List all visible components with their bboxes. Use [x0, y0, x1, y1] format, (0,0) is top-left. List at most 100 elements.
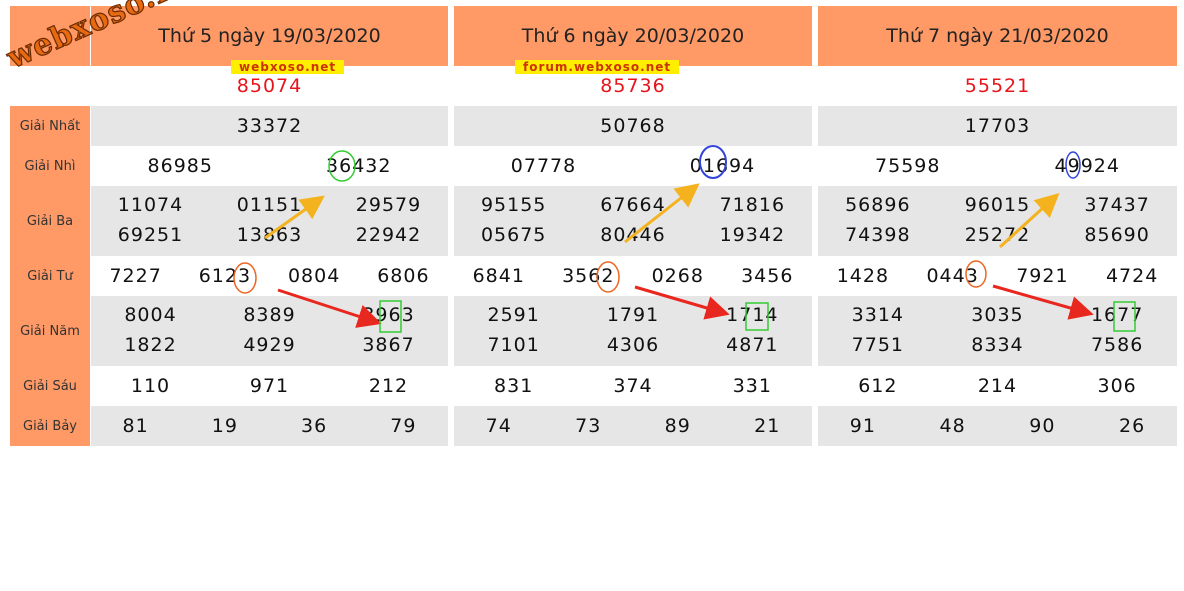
- nhi-row: 86985 36432: [91, 146, 448, 186]
- first-prize: 33372: [236, 115, 303, 137]
- label-giai-bay: Giải Bảy: [10, 406, 90, 446]
- special-row: 55521: [818, 66, 1177, 106]
- sau-row: 110 971 212: [91, 366, 448, 406]
- fourth-prize: 1428: [836, 265, 890, 287]
- seventh-prize: 21: [754, 415, 781, 437]
- second-prize: 86985: [147, 155, 213, 177]
- yellow-arrow: [264, 195, 325, 240]
- first-prize: 17703: [964, 115, 1031, 137]
- fifth-prize: 4871: [726, 334, 779, 356]
- day-column-1: Thứ 5 ngày 19/03/2020 85074 33372 86985 3…: [91, 6, 448, 446]
- sau-row: 831 374 331: [454, 366, 812, 406]
- fifth-prize: 7586: [1090, 334, 1144, 356]
- sixth-prize: 306: [1097, 375, 1137, 397]
- fourth-prize: 7921: [1016, 265, 1069, 287]
- fifth-prize: 1822: [124, 334, 177, 356]
- nhat-row: 33372: [91, 106, 448, 146]
- red-arrow: [992, 284, 1094, 320]
- highlight-circle: [596, 261, 620, 293]
- fourth-prize: 3456: [741, 265, 794, 287]
- nhi-row: 75598 49924: [818, 146, 1177, 186]
- third-prize: 96015: [964, 194, 1031, 216]
- third-prize: 22942: [355, 224, 422, 246]
- third-prize: 01151: [236, 194, 303, 216]
- third-prize: 11074: [117, 194, 184, 216]
- special-row: 85074: [91, 66, 448, 106]
- third-prize: 29579: [355, 194, 422, 216]
- red-arrow: [277, 288, 382, 328]
- label-giai-nam: Giải Năm: [10, 296, 90, 366]
- special-prize: 85736: [600, 75, 666, 97]
- seventh-prize: 48: [939, 415, 966, 437]
- nhat-row: 50768: [454, 106, 812, 146]
- bay-row: 91 48 90 26: [818, 406, 1177, 446]
- nhi-row: 07778 01694: [454, 146, 812, 186]
- fifth-prize: 2591: [487, 304, 540, 326]
- seventh-prize: 89: [664, 415, 691, 437]
- fourth-prize: 4724: [1105, 265, 1159, 287]
- third-prize: 19342: [719, 224, 786, 246]
- second-prize: 75598: [875, 155, 941, 177]
- third-prize: 67664: [600, 194, 666, 216]
- bay-row: 81 19 36 79: [91, 406, 448, 446]
- sixth-prize: 214: [977, 375, 1018, 397]
- fifth-prize: 1677: [1090, 304, 1144, 326]
- seventh-prize: 26: [1119, 415, 1146, 437]
- nam-row: 2591 1791 1714 7101 4306 4871: [454, 296, 812, 366]
- fifth-prize: 3035: [971, 304, 1024, 326]
- nhat-row: 17703: [818, 106, 1177, 146]
- highlight-circle: [233, 262, 257, 294]
- fourth-prize: 6806: [377, 265, 430, 287]
- sixth-prize: 971: [249, 375, 290, 397]
- fifth-prize: 4929: [243, 334, 296, 356]
- highlight-circle: [1065, 151, 1081, 179]
- seventh-prize: 19: [211, 415, 238, 437]
- day-column-2: Thứ 6 ngày 20/03/2020 85736 50768 07778 0…: [454, 6, 812, 446]
- fifth-prize: 8004: [124, 304, 177, 326]
- third-prize: 56896: [845, 194, 911, 216]
- yellow-arrow: [998, 192, 1060, 249]
- site-watermark: forum.webxoso.net: [515, 60, 680, 74]
- third-prize: 74398: [845, 224, 911, 246]
- fifth-prize: 1714: [726, 304, 779, 326]
- special-prize: 55521: [964, 75, 1031, 97]
- seventh-prize: 90: [1029, 415, 1056, 437]
- fourth-prize: 6841: [472, 265, 525, 287]
- site-watermark: webxoso.net: [231, 60, 345, 74]
- fourth-prize: 7227: [109, 265, 162, 287]
- fifth-prize: 7751: [851, 334, 904, 356]
- second-prize: 01694: [689, 155, 756, 177]
- seventh-prize: 73: [575, 415, 602, 437]
- fourth-prize: 0443: [926, 265, 979, 287]
- highlight-box: [1113, 301, 1136, 332]
- seventh-prize: 81: [122, 415, 149, 437]
- third-prize: 05675: [480, 224, 547, 246]
- highlight-circle: [328, 150, 356, 182]
- sixth-prize: 374: [613, 375, 653, 397]
- fifth-prize: 4306: [606, 334, 660, 356]
- sau-row: 612 214 306: [818, 366, 1177, 406]
- label-giai-nhat: Giải Nhất: [10, 106, 90, 146]
- fourth-prize: 3562: [562, 265, 615, 287]
- yellow-arrow: [624, 183, 700, 244]
- day-header: Thứ 5 ngày 19/03/2020: [91, 6, 448, 66]
- label-giai-sau: Giải Sáu: [10, 366, 90, 406]
- fourth-prize: 0804: [287, 265, 341, 287]
- sixth-prize: 331: [732, 375, 772, 397]
- sixth-prize: 110: [130, 375, 171, 397]
- second-prize: 07778: [510, 155, 577, 177]
- fifth-prize: 8334: [971, 334, 1024, 356]
- second-prize: 36432: [326, 155, 392, 177]
- fifth-prize: 7101: [487, 334, 540, 356]
- third-prize: 71816: [719, 194, 786, 216]
- sixth-prize: 831: [494, 375, 534, 397]
- fourth-prize: 6123: [198, 265, 252, 287]
- third-prize: 95155: [480, 194, 547, 216]
- day-header: Thứ 7 ngày 21/03/2020: [818, 6, 1177, 66]
- third-prize: 85690: [1084, 224, 1150, 246]
- sixth-prize: 612: [858, 375, 898, 397]
- red-arrow: [634, 285, 730, 320]
- fifth-prize: 1791: [606, 304, 660, 326]
- seventh-prize: 74: [485, 415, 512, 437]
